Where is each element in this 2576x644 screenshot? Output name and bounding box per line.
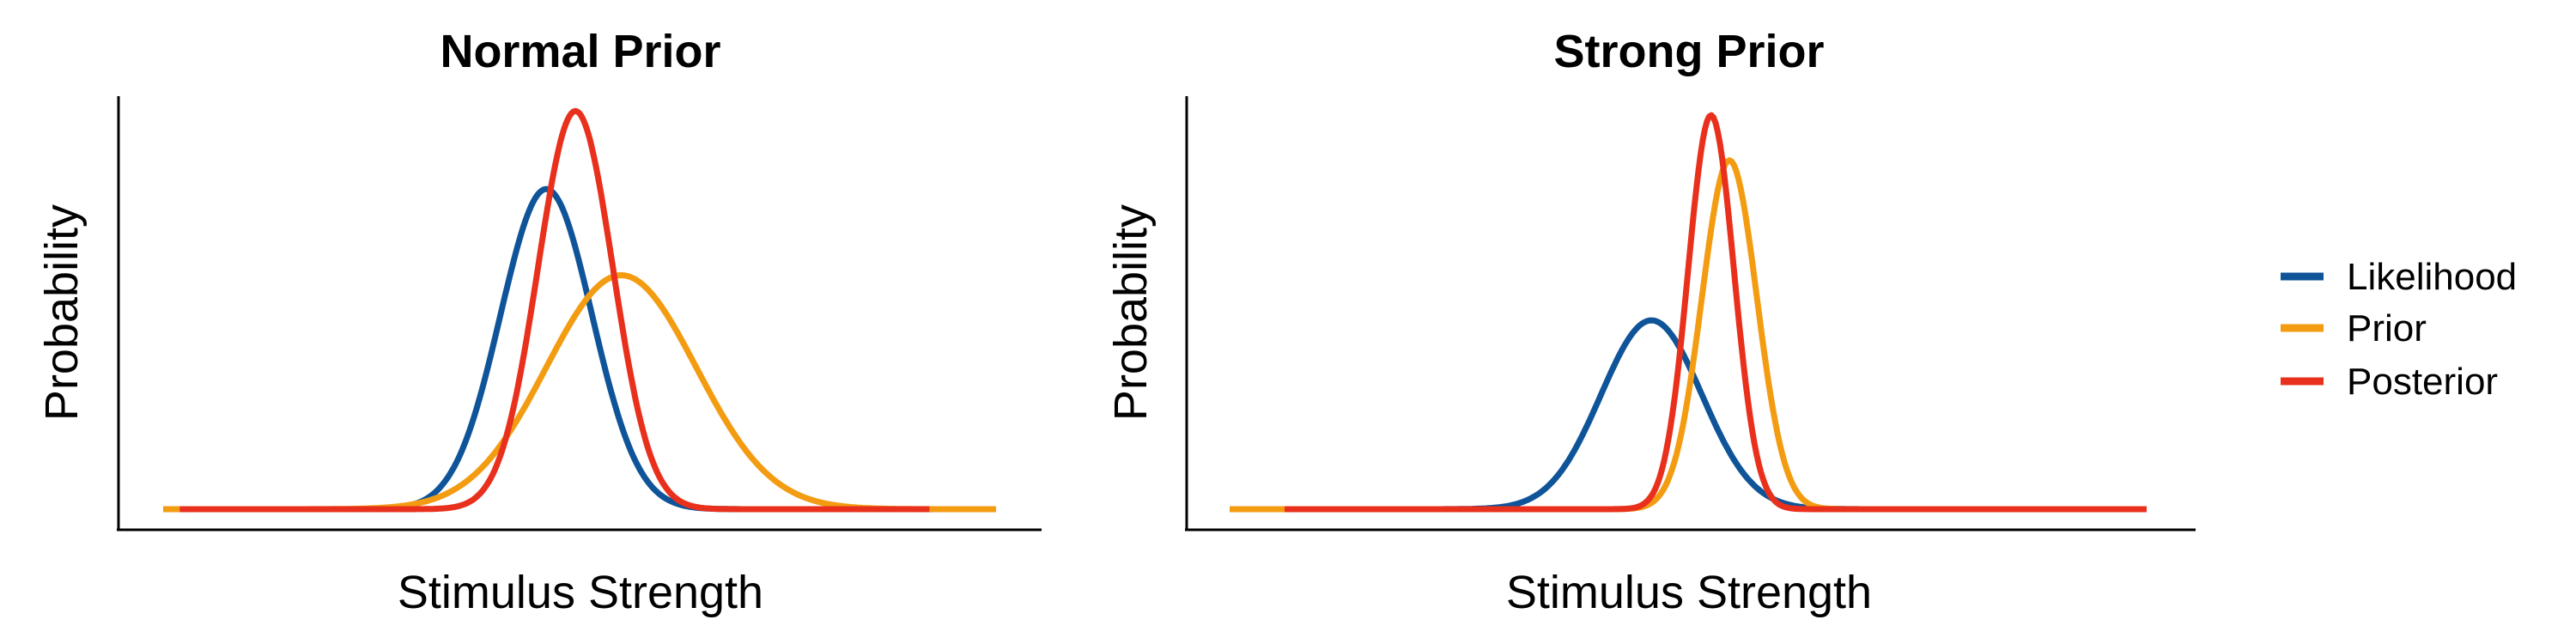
legend: Likelihood Prior Posterior (2281, 256, 2517, 403)
series-layer (161, 107, 998, 513)
series-line-posterior (1284, 112, 2148, 513)
series-line-prior (161, 272, 998, 513)
series-line-posterior (179, 107, 931, 513)
series-layer (1229, 112, 2148, 513)
x-axis-label: Stimulus Strength (1506, 567, 1872, 618)
legend-label: Likelihood (2347, 256, 2517, 298)
panel-normal-prior: Normal Prior Probability Stimulus Streng… (36, 26, 1042, 618)
legend-item-posterior: Posterior (2281, 361, 2498, 403)
legend-label: Prior (2347, 307, 2427, 349)
panel-strong-prior: Strong Prior Probability Stimulus Streng… (1105, 26, 2196, 618)
panel-title: Strong Prior (1553, 26, 1824, 77)
legend-item-likelihood: Likelihood (2281, 256, 2517, 298)
x-axis-label: Stimulus Strength (398, 567, 763, 618)
panel-title: Normal Prior (440, 26, 720, 77)
y-axis-label: Probability (36, 204, 88, 421)
legend-label: Posterior (2347, 361, 2498, 403)
series-line-prior (1229, 157, 2148, 513)
legend-item-prior: Prior (2281, 307, 2427, 349)
y-axis-label: Probability (1105, 204, 1157, 421)
series-line-likelihood (1229, 317, 2148, 513)
